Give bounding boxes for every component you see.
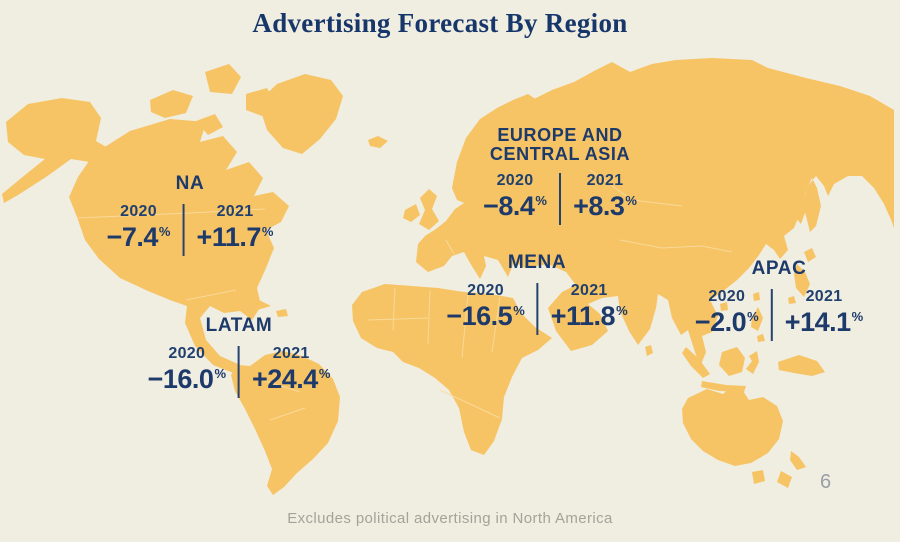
region-name-apac: APAC xyxy=(751,258,807,279)
percent-sign: % xyxy=(261,223,274,239)
map-africa xyxy=(352,284,552,455)
stat-year: 2021 xyxy=(570,281,608,299)
stat-value: +14.1% xyxy=(784,306,864,337)
region-name-mena: MENA xyxy=(507,252,567,273)
map-north-america xyxy=(69,119,289,374)
stat-col-2020: 2020 −8.4% xyxy=(478,172,552,220)
stat-col-2020: 2020 −16.5% xyxy=(441,282,529,330)
map-australia xyxy=(682,387,783,466)
region-stats: 2020 −8.4% 2021 +8.3% xyxy=(478,172,642,226)
percent-sign: % xyxy=(851,308,864,324)
stat-year: 2020 xyxy=(467,281,504,299)
map-tasmania-nz xyxy=(752,451,806,488)
stat-year: 2020 xyxy=(708,287,746,305)
stat-col-2021: 2021 +11.8% xyxy=(546,282,633,330)
page-number: 6 xyxy=(820,471,832,493)
map-greenland xyxy=(258,74,343,154)
region-block-europe-central-asia: EUROPE AND CENTRAL ASIA 2020 −8.4% 2021 … xyxy=(478,125,642,226)
stat-year: 2020 xyxy=(120,202,157,220)
stat-col-2020: 2020 −16.0% xyxy=(143,345,231,393)
stat-divider xyxy=(559,173,561,226)
stat-value: −16.5% xyxy=(446,300,525,331)
map-country-borders xyxy=(77,169,733,421)
stat-col-2021: 2021 +14.1% xyxy=(780,288,868,336)
stat-year: 2021 xyxy=(586,172,624,190)
map-southeast-asia-islands xyxy=(682,292,765,392)
percent-sign: % xyxy=(616,302,628,318)
percent-sign: % xyxy=(535,193,547,209)
region-stats: 2020 −7.4% 2021 +11.7% xyxy=(102,203,279,256)
region-stats: 2020 −16.0% 2021 +24.4% xyxy=(143,345,336,398)
stat-year: 2021 xyxy=(805,287,843,305)
region-stats: 2020 −16.5% 2021 +11.8% xyxy=(441,282,632,335)
map-alaska xyxy=(2,98,113,203)
map-caribbean xyxy=(231,299,288,317)
footnote: Excludes political advertising in North … xyxy=(287,510,613,527)
percent-sign: % xyxy=(214,365,226,381)
region-name-na: NA xyxy=(175,173,205,194)
percent-sign: % xyxy=(158,223,171,239)
stat-col-2021: 2021 +24.4% xyxy=(247,345,335,393)
stat-value: −2.0% xyxy=(694,306,759,337)
map-arctic-islands xyxy=(150,64,275,135)
stat-col-2021: 2021 +11.7% xyxy=(192,203,279,251)
page-title: Advertising Forecast By Region xyxy=(252,8,628,38)
map-iceland xyxy=(368,136,388,148)
stat-value: −8.4% xyxy=(483,191,547,222)
map-new-guinea xyxy=(778,355,825,376)
percent-sign: % xyxy=(747,308,759,324)
stat-divider xyxy=(536,282,539,335)
map-scandinavia xyxy=(452,94,540,204)
map-south-america xyxy=(231,351,340,495)
region-stats: 2020 −2.0% 2021 +14.1% xyxy=(690,288,868,341)
region-block-mena: MENA 2020 −16.5% 2021 +11.8% xyxy=(441,253,632,335)
percent-sign: % xyxy=(513,302,525,318)
region-block-na: NA 2020 −7.4% 2021 +11.7% xyxy=(102,174,279,256)
region-block-apac: APAC 2020 −2.0% 2021 +14.1% xyxy=(690,259,868,341)
stat-col-2021: 2021 +8.3% xyxy=(568,172,642,220)
stat-year: 2021 xyxy=(216,202,254,220)
stat-col-2020: 2020 −7.4% xyxy=(102,203,176,251)
stat-value: −16.0% xyxy=(147,363,226,394)
stat-year: 2020 xyxy=(496,172,534,190)
map-eurasia xyxy=(416,58,894,367)
stat-value: +24.4% xyxy=(252,363,331,394)
region-name-latam: LATAM xyxy=(205,315,273,336)
stat-value: +11.7% xyxy=(196,221,274,252)
stat-year: 2021 xyxy=(272,344,310,362)
stat-value: +11.8% xyxy=(550,300,628,331)
stat-divider xyxy=(770,288,773,341)
map-british-isles xyxy=(403,189,439,230)
stat-value: −7.4% xyxy=(106,221,171,252)
region-name-europe-central-asia: EUROPE AND CENTRAL ASIA xyxy=(489,125,631,164)
region-block-latam: LATAM 2020 −16.0% 2021 +24.4% xyxy=(143,316,336,398)
stat-value: +8.3% xyxy=(573,191,637,222)
percent-sign: % xyxy=(625,193,637,209)
stat-divider xyxy=(182,203,185,256)
map-japan xyxy=(788,196,816,304)
map-sri-lanka xyxy=(645,345,653,356)
stat-divider xyxy=(238,345,240,398)
stat-col-2020: 2020 −2.0% xyxy=(690,288,764,336)
stat-year: 2020 xyxy=(168,344,206,362)
percent-sign: % xyxy=(318,365,331,381)
